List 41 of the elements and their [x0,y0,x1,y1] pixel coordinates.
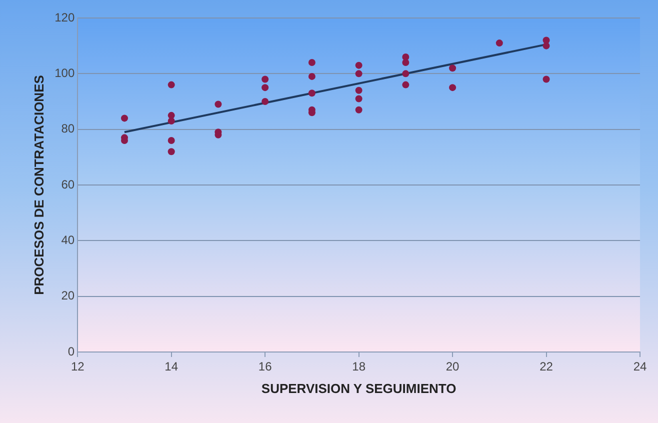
point [168,81,175,88]
point [214,100,222,108]
point [308,90,316,97]
x-tick-label: 22 [540,360,554,374]
x-tick-label: 14 [164,360,178,374]
x-axis-title: SUPERVISION Y SEGUIMIENTO [261,380,456,396]
point [120,114,128,122]
point [542,76,550,83]
point [355,86,362,94]
point [355,62,362,69]
point [168,148,175,156]
point [496,40,503,47]
point [308,59,316,66]
point [449,64,456,72]
point [402,70,410,78]
point [355,95,362,102]
x-tick-label: 24 [633,360,647,374]
point [262,98,269,105]
point [168,136,175,144]
point [308,72,316,80]
y-tick-label: 100 [54,66,75,80]
point [262,76,269,83]
point [355,106,362,114]
point [355,70,362,78]
x-tick-label: 12 [70,360,85,374]
y-tick-label: 120 [54,10,75,24]
x-tick-label: 16 [258,360,272,374]
y-axis-title: PROCESOS DE CONTRATACIONES [31,74,46,295]
point [262,84,269,92]
point [542,42,550,50]
y-tick-label: 60 [61,177,75,192]
x-tick-label: 18 [352,360,366,374]
y-tick-label: 0 [68,344,75,358]
point [449,84,456,92]
point [168,117,175,124]
point [402,59,410,66]
point [402,81,410,88]
y-tick-label: 80 [61,122,75,136]
y-tick-label: 20 [61,288,75,303]
x-tick-label: 20 [446,360,460,374]
y-tick-label: 40 [61,232,75,247]
